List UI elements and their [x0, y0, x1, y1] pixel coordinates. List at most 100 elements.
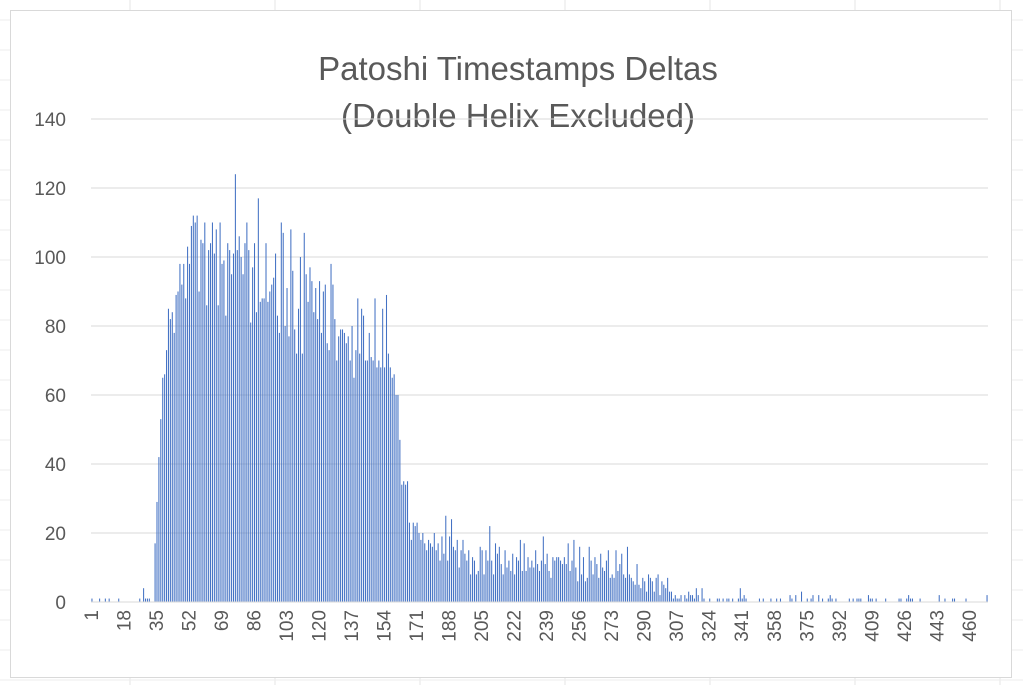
bar	[187, 246, 189, 602]
bar	[389, 367, 391, 602]
bar	[684, 595, 686, 602]
bar	[445, 515, 447, 602]
bar	[676, 598, 678, 602]
bar	[286, 288, 288, 602]
bar	[139, 598, 141, 602]
bar	[588, 546, 590, 602]
bar	[317, 319, 319, 602]
bar	[672, 598, 674, 602]
y-tick-label: 120	[34, 179, 66, 200]
bar	[598, 577, 600, 602]
bar	[579, 546, 581, 602]
x-tick-label: 188	[440, 610, 461, 642]
bar	[571, 560, 573, 602]
bar	[359, 353, 361, 602]
bar	[485, 550, 487, 602]
bar	[232, 253, 235, 603]
bar	[215, 229, 217, 602]
bar	[374, 298, 376, 602]
bar	[439, 560, 441, 602]
bar	[280, 222, 282, 602]
y-tick-label: 0	[55, 593, 66, 614]
bar	[252, 267, 254, 602]
bar	[538, 570, 541, 602]
bar	[275, 253, 277, 603]
bar	[366, 360, 368, 602]
bar	[856, 598, 858, 602]
bar	[483, 574, 485, 602]
bar	[171, 312, 173, 602]
bar	[250, 322, 252, 602]
bar	[384, 367, 386, 602]
bar	[378, 360, 380, 602]
bar	[621, 553, 623, 602]
x-tick-label: 341	[732, 610, 753, 642]
bar	[519, 539, 521, 602]
bar	[426, 550, 428, 602]
bar	[563, 557, 565, 602]
bar	[565, 564, 567, 602]
bar	[164, 374, 166, 602]
bar	[510, 570, 512, 602]
bar	[607, 550, 609, 602]
bar	[776, 598, 778, 602]
bar	[292, 270, 294, 602]
bar	[414, 526, 416, 602]
bar	[626, 546, 628, 602]
bar	[691, 595, 694, 602]
bar	[175, 294, 177, 602]
bar	[657, 574, 659, 602]
bar	[382, 308, 384, 602]
bar	[867, 595, 869, 602]
bar	[487, 560, 489, 602]
bar	[623, 574, 625, 602]
bar	[433, 533, 435, 602]
x-tick-label: 35	[147, 610, 168, 631]
bar	[860, 598, 862, 602]
bar	[294, 329, 296, 602]
bar	[567, 543, 569, 602]
bar	[219, 222, 221, 602]
x-tick-label: 137	[342, 610, 363, 642]
bar	[229, 250, 231, 602]
bar	[156, 501, 158, 602]
bar	[449, 536, 451, 602]
bar	[491, 560, 493, 602]
bar	[158, 457, 160, 602]
bar	[473, 560, 475, 602]
chart-title-line-2: (Double Helix Excluded)	[341, 97, 695, 134]
bar	[99, 598, 101, 602]
bar	[309, 267, 311, 602]
bar	[898, 598, 900, 602]
bar	[640, 588, 642, 602]
bar	[313, 312, 315, 602]
chart-area[interactable]: Patoshi Timestamps Deltas (Double Helix …	[10, 10, 1012, 678]
bar	[646, 591, 648, 602]
chart-canvas: Patoshi Timestamps Deltas (Double Helix …	[34, 50, 988, 642]
bar	[345, 343, 347, 602]
bar	[919, 598, 921, 602]
bar	[911, 598, 913, 602]
bar	[284, 326, 286, 602]
bar	[231, 274, 233, 602]
bar	[517, 560, 519, 602]
bar	[697, 595, 699, 602]
bar	[669, 591, 671, 602]
bar	[540, 560, 542, 602]
bar	[615, 550, 617, 602]
bar	[852, 598, 854, 602]
x-tick-label: 443	[927, 610, 948, 642]
bar	[221, 263, 223, 602]
bar	[885, 598, 887, 602]
x-tick-label: 103	[277, 610, 298, 642]
bar	[470, 574, 472, 602]
x-tick-label: 375	[797, 610, 818, 642]
bar	[827, 598, 829, 602]
bar	[428, 539, 430, 602]
bar	[380, 367, 382, 602]
bar	[529, 567, 531, 602]
bar	[349, 360, 351, 602]
bar	[686, 598, 688, 602]
bar	[162, 377, 164, 602]
bar	[179, 263, 181, 602]
